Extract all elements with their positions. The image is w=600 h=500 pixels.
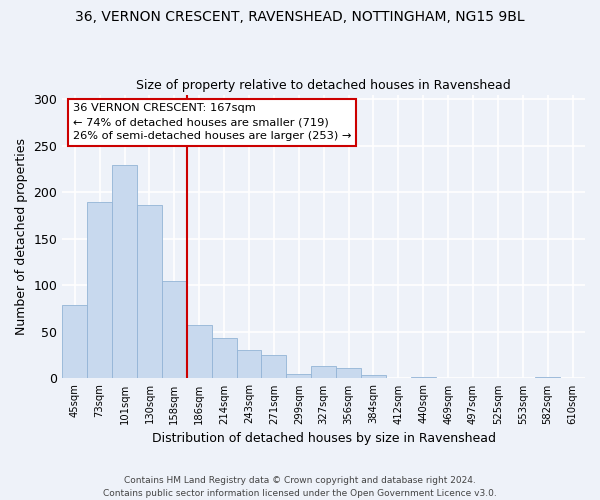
Bar xyxy=(262,355,286,378)
X-axis label: Distribution of detached houses by size in Ravenshead: Distribution of detached houses by size … xyxy=(152,432,496,445)
Bar xyxy=(336,368,361,378)
Bar xyxy=(212,338,236,378)
Bar xyxy=(187,326,212,378)
Text: 36, VERNON CRESCENT, RAVENSHEAD, NOTTINGHAM, NG15 9BL: 36, VERNON CRESCENT, RAVENSHEAD, NOTTING… xyxy=(75,10,525,24)
Bar xyxy=(162,280,187,378)
Bar xyxy=(311,366,336,378)
Bar xyxy=(137,206,162,378)
Bar xyxy=(112,166,137,378)
Bar xyxy=(62,305,87,378)
Bar xyxy=(286,374,311,378)
Bar xyxy=(361,374,386,378)
Bar xyxy=(236,350,262,378)
Bar xyxy=(87,202,112,378)
Text: 36 VERNON CRESCENT: 167sqm
← 74% of detached houses are smaller (719)
26% of sem: 36 VERNON CRESCENT: 167sqm ← 74% of deta… xyxy=(73,103,351,141)
Title: Size of property relative to detached houses in Ravenshead: Size of property relative to detached ho… xyxy=(136,79,511,92)
Bar xyxy=(535,376,560,378)
Y-axis label: Number of detached properties: Number of detached properties xyxy=(15,138,28,335)
Text: Contains HM Land Registry data © Crown copyright and database right 2024.
Contai: Contains HM Land Registry data © Crown c… xyxy=(103,476,497,498)
